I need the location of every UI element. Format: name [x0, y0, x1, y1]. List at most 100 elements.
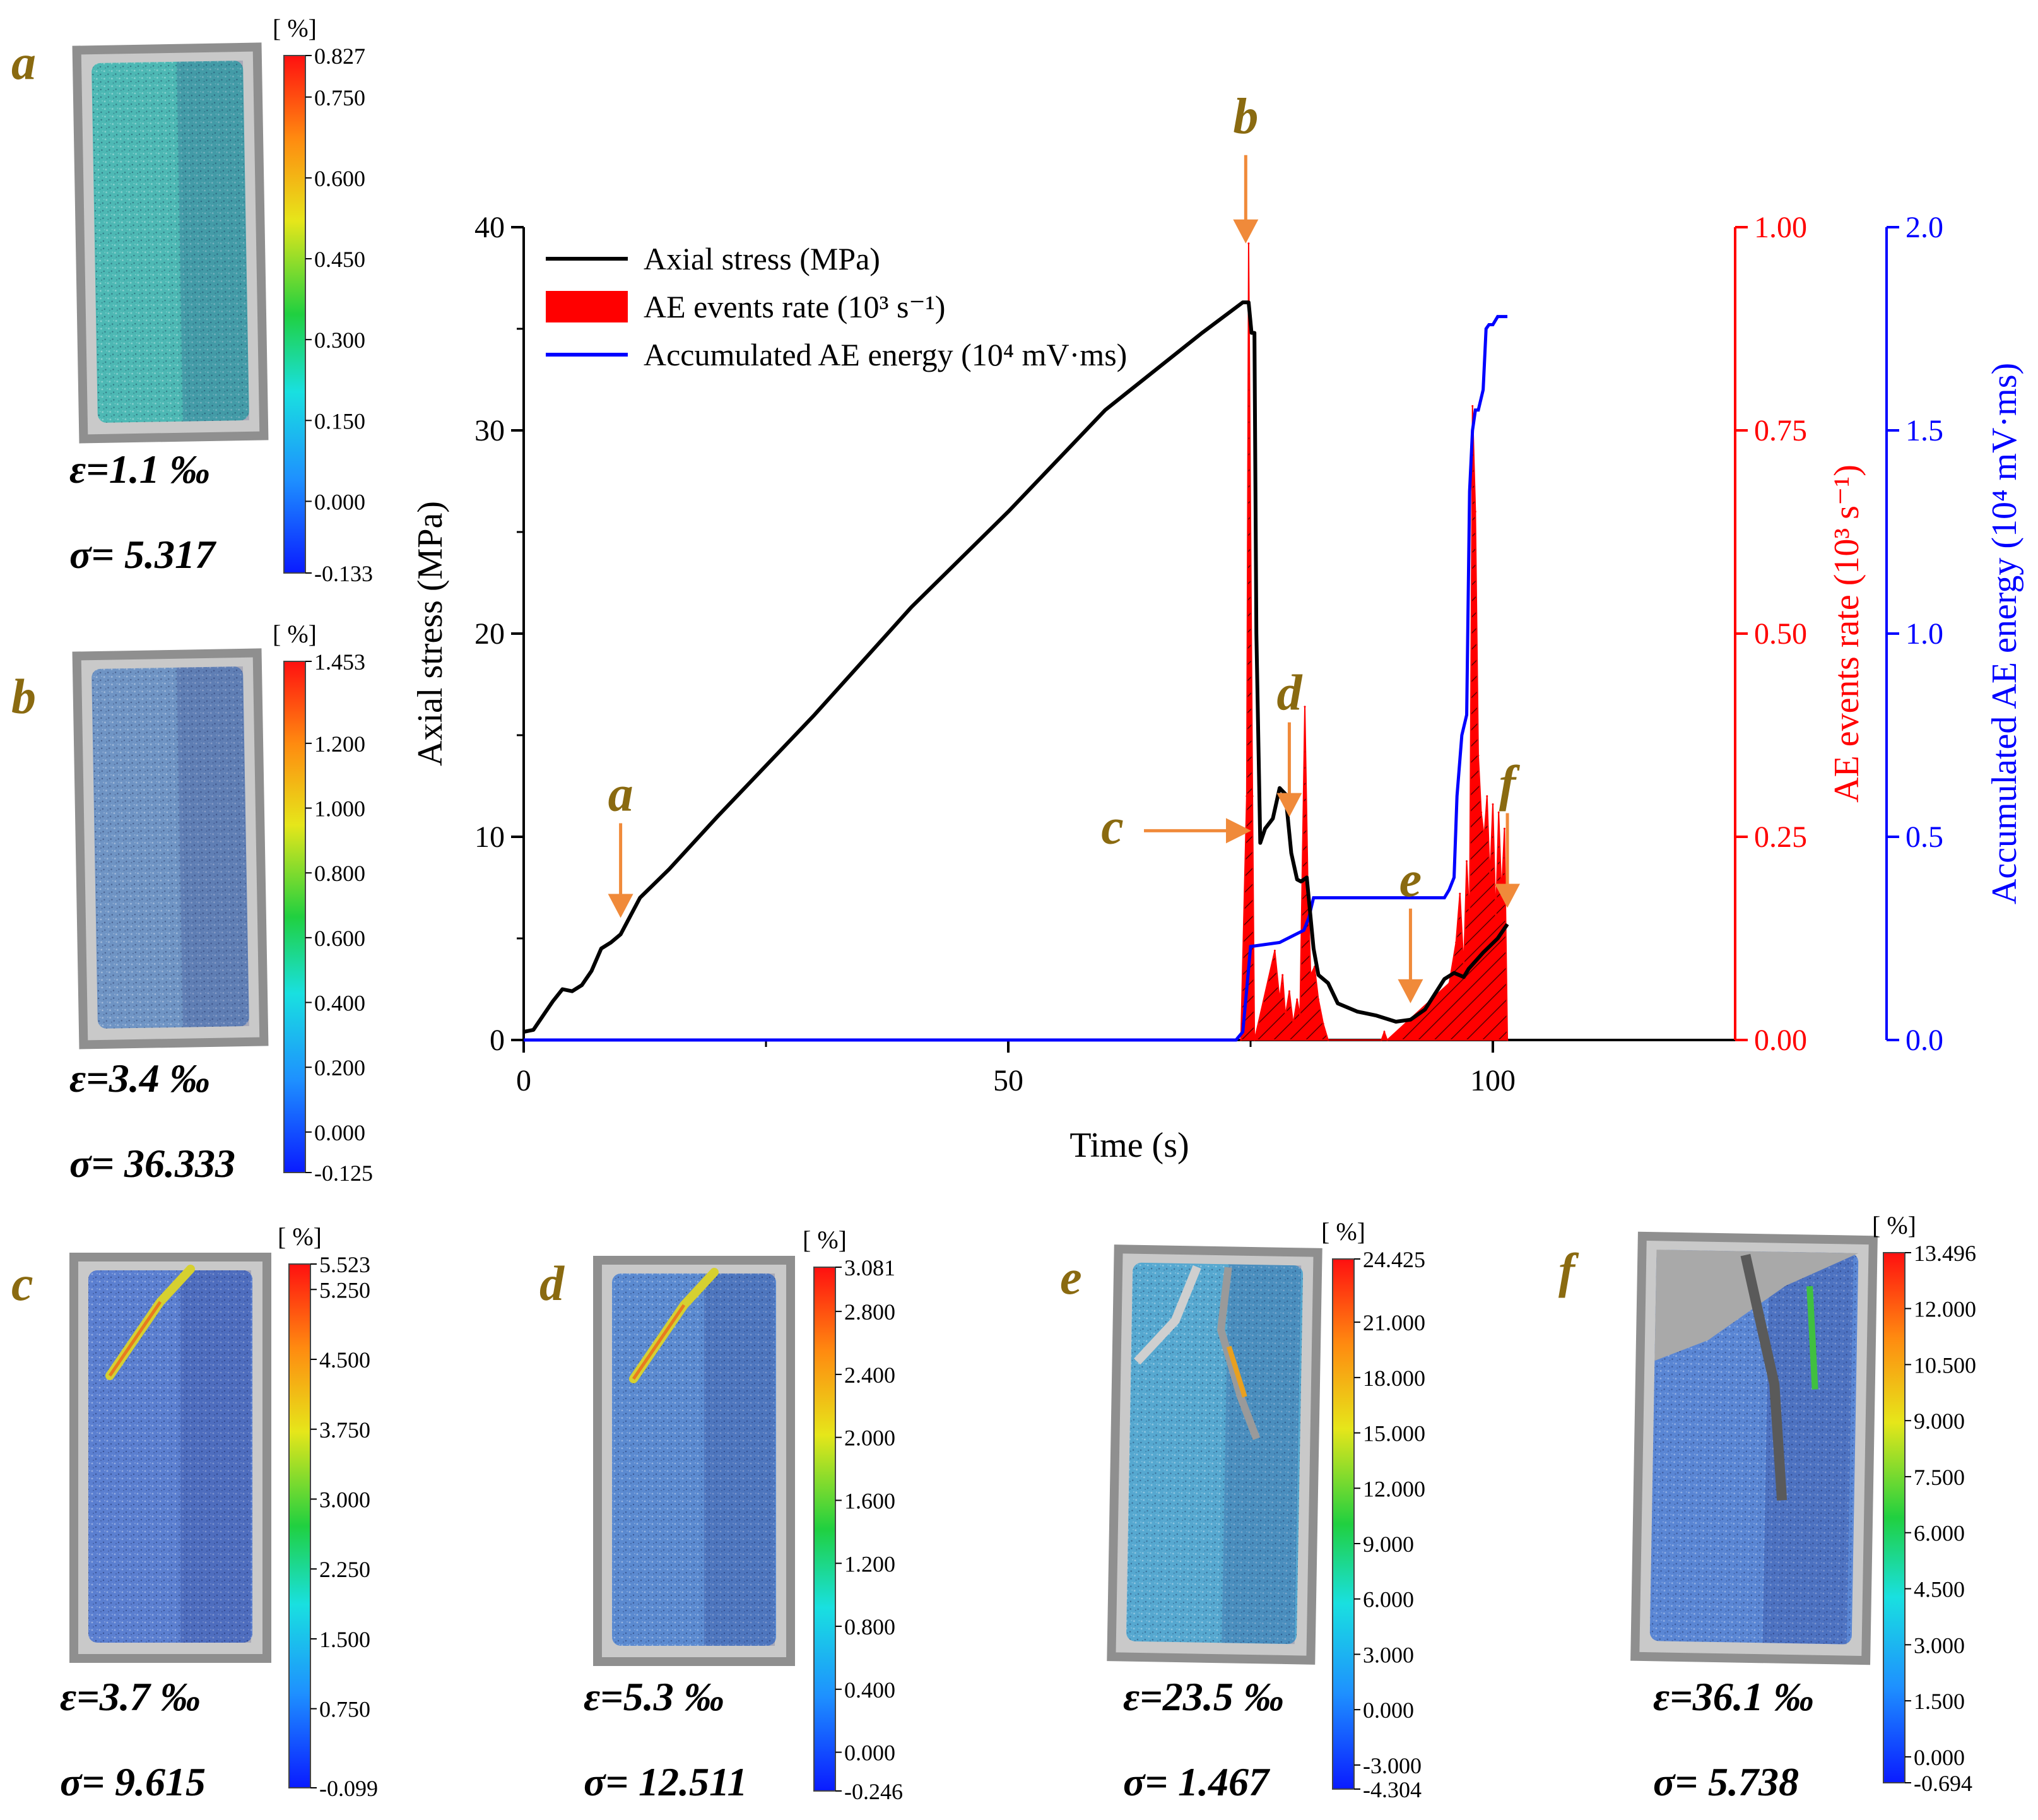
- specimen-photo: [1107, 1244, 1322, 1665]
- colorbar-tick-label: 1.200: [844, 1551, 895, 1576]
- speckle-pattern: [1649, 1250, 1859, 1645]
- ae-energy-line: [524, 315, 1508, 1042]
- colorbar-tick-label: 2.250: [319, 1557, 370, 1582]
- speckle-pattern: [612, 1273, 776, 1646]
- colorbar-tick-label: 9.000: [1363, 1532, 1414, 1557]
- colorbar-tick-label: 12.000: [1363, 1476, 1425, 1501]
- colorbar-tick-label: 0.800: [314, 861, 365, 886]
- stress-value: σ= 36.333: [69, 1141, 235, 1186]
- colorbar-tick-label: 13.496: [1914, 1241, 1976, 1266]
- left-tick-label: 0: [490, 1024, 505, 1057]
- annotation-label: d: [1276, 666, 1302, 721]
- colorbar-tick-label: 0.400: [314, 991, 365, 1016]
- colorbar: [283, 55, 306, 574]
- colorbar-tick-label: 1.200: [314, 731, 365, 757]
- ae-rate-point: [1309, 974, 1312, 976]
- specimen-photo: [72, 42, 269, 444]
- left-axis-label: Axial stress (MPa): [411, 501, 450, 766]
- strain-value: ε=23.5 ‰: [1123, 1674, 1284, 1719]
- annotation-arrow-head: [1233, 219, 1259, 244]
- annotation-arrow-head: [1398, 979, 1423, 1003]
- colorbar-tick-label: 0.450: [314, 247, 365, 272]
- main-fracture: [1740, 1253, 1788, 1501]
- ae-rate-point: [1463, 966, 1465, 968]
- ae-rate-point: [1273, 949, 1276, 952]
- colorbar-tick-label: 1.000: [314, 796, 365, 822]
- speckle-pattern: [91, 666, 249, 1029]
- ae-rate-point: [1466, 860, 1468, 863]
- inset-a: [ %]0.827 0.750 0.600 0.450 0.300 0.150 0.000 -…: [11, 14, 373, 586]
- ae-rate-point: [1486, 795, 1488, 798]
- colorbar-tick-label: 4.500: [319, 1347, 370, 1373]
- panel-label: f: [1558, 1243, 1579, 1298]
- shear-band-core: [632, 1304, 686, 1380]
- annotation-arrow-head: [1226, 818, 1252, 844]
- crack-right: [1216, 1267, 1261, 1440]
- crack-hotspot: [1226, 1345, 1247, 1398]
- colorbar-unit: [ %]: [273, 14, 317, 42]
- red-tick-label: 0.50: [1754, 617, 1807, 651]
- colorbar-tick-label: 2.000: [844, 1426, 895, 1451]
- colorbar-tick-label: -3.000: [1363, 1753, 1422, 1778]
- colorbar-tick-label: 15.000: [1363, 1421, 1425, 1446]
- ae-rate-point: [1240, 1039, 1242, 1041]
- colorbar-tick-label: 6.000: [1363, 1587, 1414, 1612]
- crack-left: [1134, 1265, 1201, 1365]
- red-tick-label: 0.00: [1754, 1024, 1807, 1057]
- specimen-photo: [69, 1253, 271, 1663]
- colorbar-tick-label: 0.200: [314, 1055, 365, 1080]
- strain-value: ε=3.4 ‰: [69, 1056, 210, 1101]
- panel-label: a: [11, 35, 36, 90]
- inset-d: [ %]3.081 2.800 2.400 2.000 1.600 1.200 0.800 0…: [539, 1226, 903, 1804]
- colorbar-tick-label: -0.694: [1914, 1771, 1972, 1796]
- shear-band-core: [108, 1301, 162, 1377]
- ae-rate-point: [1278, 998, 1281, 1001]
- left-tick-label: 20: [474, 617, 505, 651]
- specimen-photo: [593, 1256, 795, 1666]
- colorbar: [288, 1263, 311, 1788]
- colorbar-tick-label: 9.000: [1914, 1409, 1965, 1434]
- colorbar-tick-label: 4.500: [1914, 1577, 1965, 1602]
- blue-tick-label: 2.0: [1905, 211, 1943, 244]
- colorbar-tick-label: 1.600: [844, 1488, 895, 1513]
- fracture-strain: [1806, 1285, 1818, 1390]
- stress-value: σ= 12.511: [584, 1759, 747, 1804]
- strain-shading: [1762, 1251, 1854, 1645]
- colorbar-tick-label: 21.000: [1363, 1310, 1425, 1335]
- colorbar-tick-label: 0.000: [314, 489, 365, 514]
- ae-rate-point: [1497, 811, 1500, 813]
- colorbar-unit: [ %]: [1872, 1211, 1916, 1239]
- speckle-pattern: [88, 1270, 252, 1643]
- colorbar-tick-label: 3.081: [844, 1255, 895, 1280]
- colorbar-tick-label: 3.000: [1914, 1633, 1965, 1658]
- annotation-label: c: [1101, 799, 1124, 854]
- colorbar-tick-label: 2.400: [844, 1362, 895, 1388]
- colorbar-tick-label: 18.000: [1363, 1366, 1425, 1391]
- colorbar-tick-label: 0.300: [314, 328, 365, 353]
- x-tick-label: 0: [516, 1064, 531, 1097]
- colorbar-tick-label: 0.750: [314, 85, 365, 110]
- annotation-arrow-head: [1495, 883, 1521, 908]
- colorbar: [813, 1267, 836, 1792]
- colorbar-unit: [ %]: [1321, 1217, 1365, 1246]
- colorbar-unit: [ %]: [273, 620, 317, 648]
- colorbar: [283, 661, 306, 1173]
- specimen-photo: [72, 648, 269, 1049]
- inset-f: [ %]13.496 12.000 10.500 9.000 7.500 6.000 4.5…: [1558, 1211, 1976, 1804]
- ae-rate-point: [1288, 990, 1290, 993]
- ae-rate-point: [1380, 1039, 1382, 1041]
- red-tick-label: 0.75: [1754, 414, 1807, 447]
- x-axis-label: Time (s): [1069, 1126, 1189, 1165]
- colorbar-tick-label: -0.246: [844, 1779, 903, 1804]
- colorbar-tick-label: 5.523: [319, 1252, 370, 1277]
- colorbar-tick-label: -0.125: [314, 1161, 373, 1186]
- colorbar-tick-label: 1.500: [1914, 1689, 1965, 1714]
- annotation-arrow-head: [1276, 793, 1302, 817]
- ae-rate-point: [1506, 1039, 1509, 1041]
- main-chart: 0 50 100 Time (s) 0 10 20 30 40 Axial stress (MPa…: [411, 89, 2024, 1165]
- colorbar-tick-label: 3.000: [1363, 1642, 1414, 1667]
- legend-label: Accumulated AE energy (10⁴ mV·ms): [644, 337, 1127, 372]
- colorbar-tick-label: 5.250: [319, 1277, 370, 1303]
- stress-value: σ= 9.615: [60, 1759, 206, 1804]
